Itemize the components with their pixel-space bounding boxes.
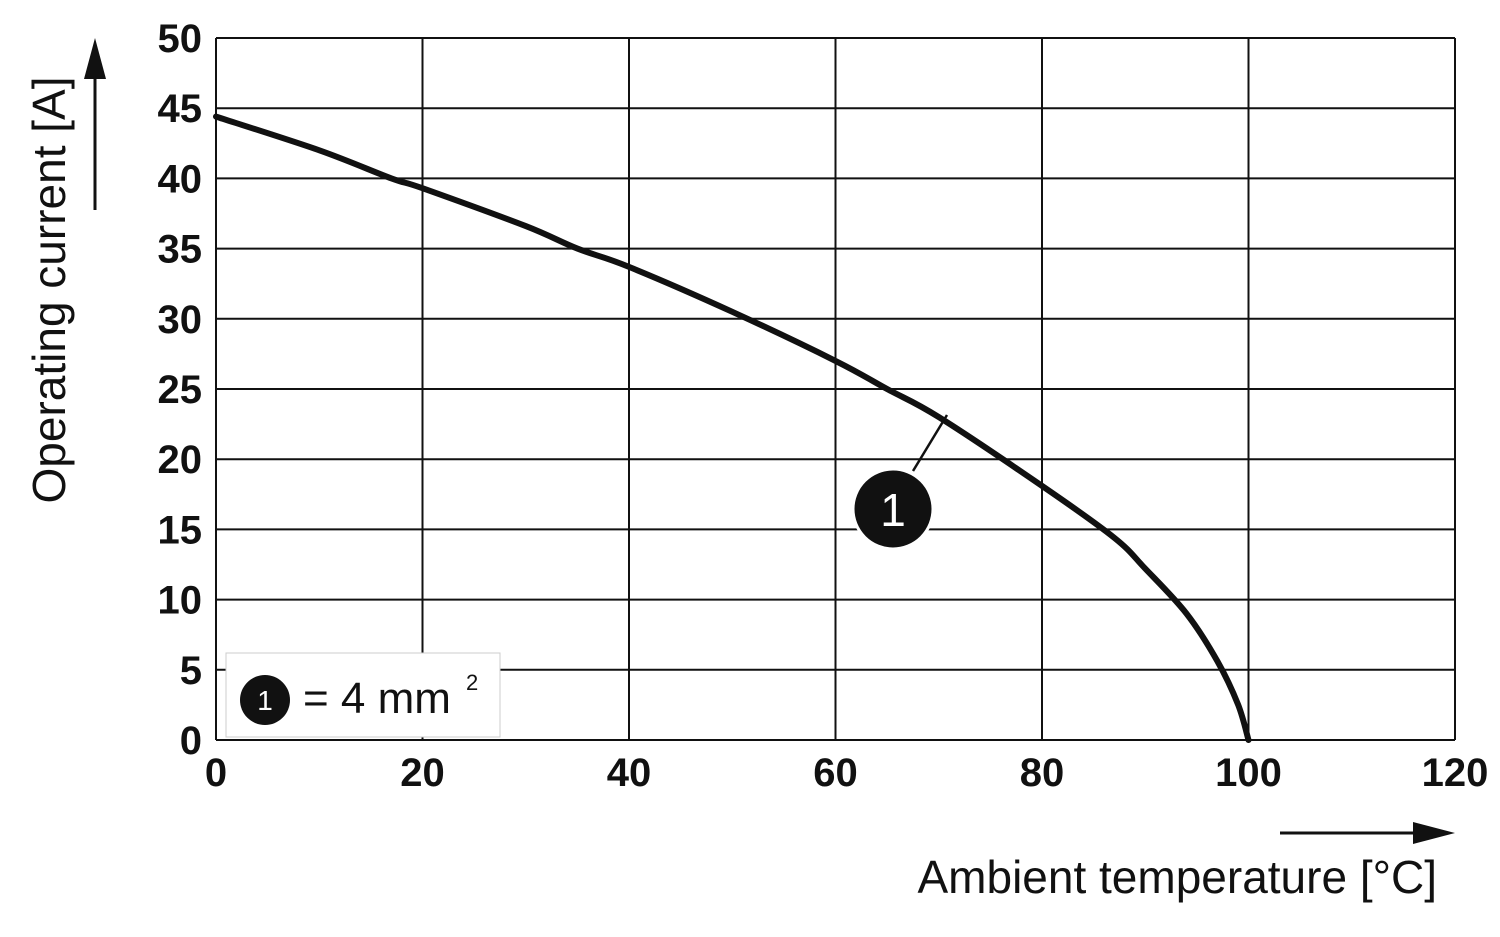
legend-label: = 4 mm [303,674,451,723]
axes: Operating current [A] Ambient temperatur… [23,38,1455,903]
x-axis-arrow-head [1413,822,1455,844]
y-tick-label: 0 [180,719,202,763]
x-tick-label: 60 [813,751,858,795]
x-tick-label: 120 [1422,751,1489,795]
y-axis-arrow-head [84,38,106,79]
y-tick-label: 35 [158,228,203,272]
legend-marker [240,675,290,725]
x-tick-label: 80 [1020,751,1065,795]
y-tick-label: 50 [158,17,203,61]
y-tick-label: 45 [158,87,203,131]
y-tick-label: 25 [158,368,203,412]
x-tick-label: 0 [205,751,227,795]
legend: 1 = 4 mm 2 [225,652,501,738]
legend-marker-label: 1 [257,685,273,716]
curve-annotation: 1 [851,414,949,551]
series-marker-label: 1 [880,484,906,536]
y-tick-label: 40 [158,157,203,201]
y-tick-label: 20 [158,438,203,482]
y-tick-label: 30 [158,298,203,342]
callout-line [911,414,949,472]
x-tick-label: 40 [607,751,652,795]
y-tick-label: 10 [158,579,203,623]
series-line-1 [213,113,1252,743]
grid: 0 20 40 60 80 100 120 0 5 10 15 20 25 30 35 40 45 50 [158,17,1489,795]
legend-superscript: 2 [466,670,478,695]
series-marker [851,467,935,551]
x-tick-label: 100 [1215,751,1282,795]
y-axis-title: Operating current [A] [23,77,75,504]
y-tick-label: 15 [158,508,203,552]
x-tick-label: 20 [400,751,445,795]
series-layer [213,113,1252,743]
y-tick-label: 5 [180,649,202,693]
x-axis-title: Ambient temperature [°C] [918,851,1438,903]
